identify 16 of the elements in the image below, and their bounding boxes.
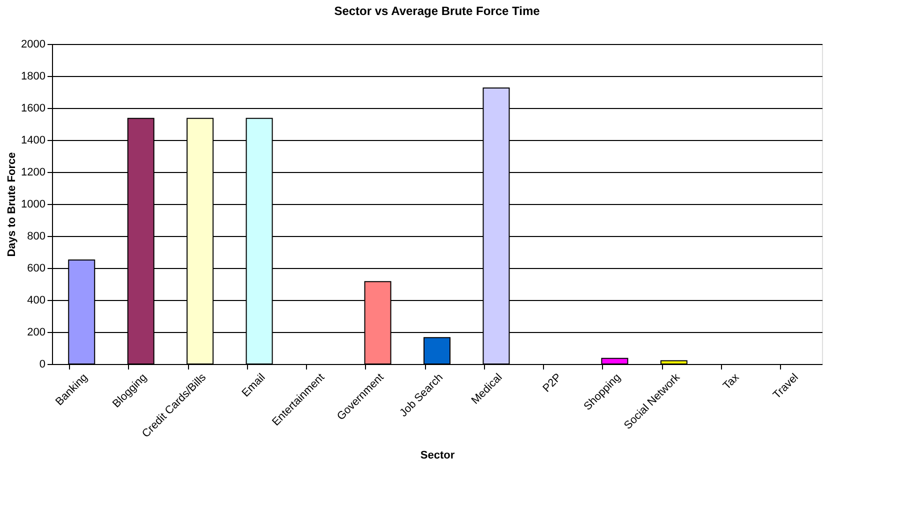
y-tick-label: 0	[39, 358, 46, 370]
y-tick-label: 1400	[21, 134, 46, 146]
x-tick-label: Tax	[721, 371, 742, 392]
y-axis-title: Days to Brute Force	[6, 152, 18, 257]
chart-title: Sector vs Average Brute Force Time	[334, 4, 540, 18]
y-tick-label: 2000	[21, 38, 46, 50]
y-tick-label: 200	[27, 326, 46, 338]
y-tick-label: 1200	[21, 166, 46, 178]
x-tick-label: P2P	[540, 372, 564, 395]
y-tick-label: 1800	[21, 70, 46, 82]
y-tick-label: 1600	[21, 102, 46, 114]
y-tick-label: 600	[27, 262, 46, 274]
y-tick-label: 1000	[21, 198, 46, 210]
y-tick-label: 800	[27, 230, 46, 242]
y-tick-label: 400	[27, 294, 46, 306]
x-axis-title: Sector	[420, 449, 456, 462]
